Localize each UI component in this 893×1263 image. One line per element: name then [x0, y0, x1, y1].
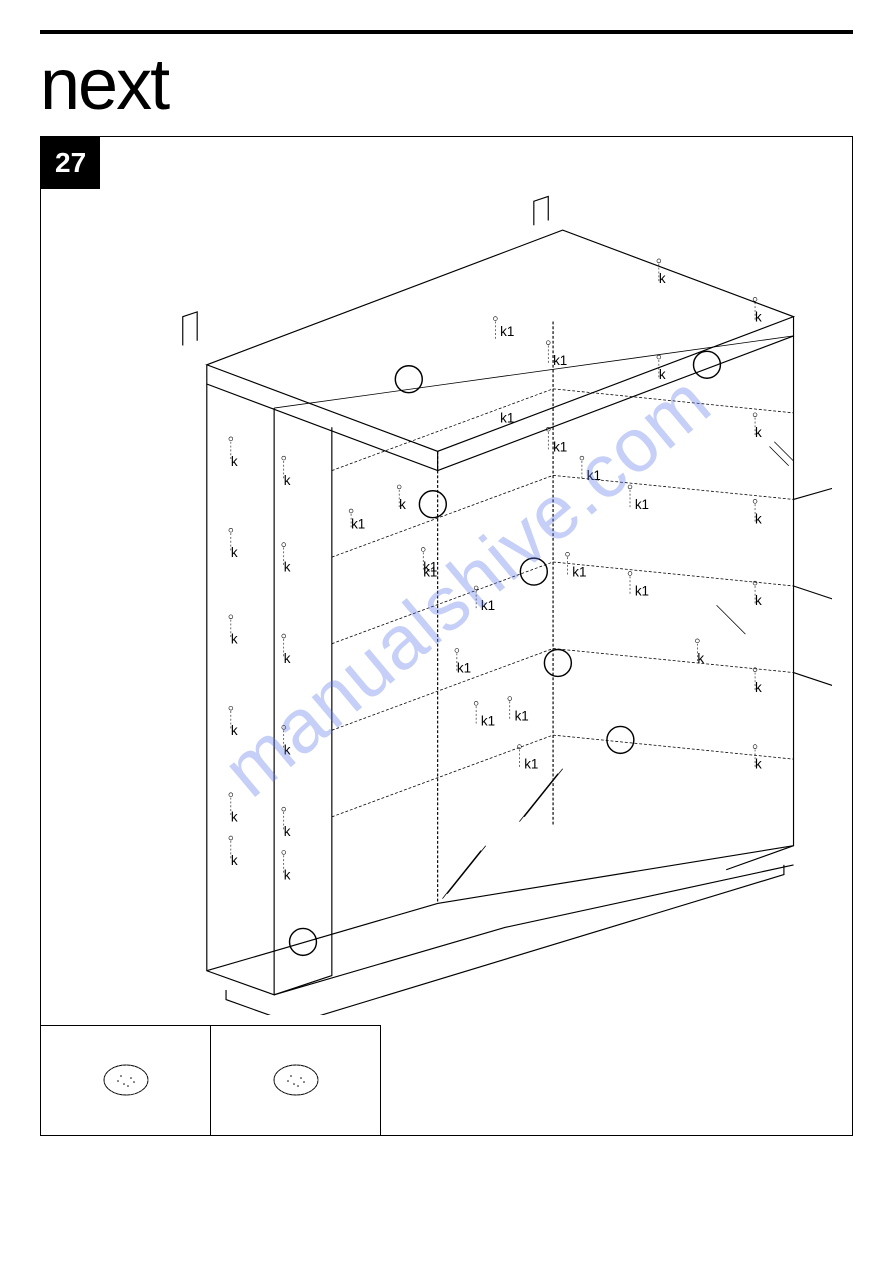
svg-text:k: k [399, 497, 406, 512]
furniture-diagram-svg: k k k1 k1 k k k1 k1 k k k1 k k1 k k1 k k k1 k1 k1 k k1 k1 k k k1 k… [101, 157, 832, 1015]
svg-text:k: k [231, 545, 238, 560]
svg-text:k: k [231, 723, 238, 738]
svg-text:k: k [755, 680, 762, 695]
brand-logo: next [40, 44, 853, 126]
svg-text:k1: k1 [635, 584, 649, 599]
svg-text:k1: k1 [515, 709, 529, 724]
part-cell-k1 [211, 1025, 381, 1135]
svg-text:k1: k1 [553, 353, 567, 368]
svg-text:k: k [284, 867, 291, 882]
manual-page: next 27 [0, 0, 893, 1263]
svg-text:k1: k1 [635, 497, 649, 512]
instruction-frame: 27 [40, 136, 853, 1136]
svg-text:k: k [284, 651, 291, 666]
svg-text:k1: k1 [351, 516, 365, 531]
step-number-badge: 27 [41, 137, 100, 189]
parts-reference-row [41, 1025, 381, 1135]
svg-text:k1: k1 [423, 564, 437, 579]
svg-text:k: k [697, 651, 704, 666]
svg-text:k: k [755, 511, 762, 526]
svg-text:k: k [231, 853, 238, 868]
svg-text:k1: k1 [481, 713, 495, 728]
svg-text:k1: k1 [457, 661, 471, 676]
svg-text:k: k [231, 810, 238, 825]
svg-text:k: k [284, 824, 291, 839]
svg-text:k: k [755, 593, 762, 608]
svg-text:k1: k1 [553, 439, 567, 454]
cam-cover-icon [96, 1058, 156, 1103]
svg-text:k1: k1 [500, 324, 514, 339]
svg-text:k: k [231, 454, 238, 469]
svg-text:k: k [755, 757, 762, 772]
cam-cover-icon [266, 1058, 326, 1103]
svg-text:k1: k1 [572, 564, 586, 579]
svg-text:k: k [755, 425, 762, 440]
svg-text:k1: k1 [524, 757, 538, 772]
svg-text:k: k [659, 367, 666, 382]
part-cell-k [41, 1025, 211, 1135]
svg-text:k1: k1 [481, 598, 495, 613]
svg-text:k: k [231, 632, 238, 647]
svg-text:k: k [284, 560, 291, 575]
svg-text:k: k [284, 742, 291, 757]
assembly-diagram: k k k1 k1 k k k1 k1 k k k1 k k1 k k1 k k k1 k1 k1 k k1 k1 k k k1 k… [101, 157, 832, 1015]
svg-text:k: k [284, 473, 291, 488]
svg-text:k: k [755, 309, 762, 324]
top-rule [40, 30, 853, 34]
svg-text:k1: k1 [500, 410, 514, 425]
svg-text:k: k [659, 271, 666, 286]
svg-text:k1: k1 [587, 468, 601, 483]
